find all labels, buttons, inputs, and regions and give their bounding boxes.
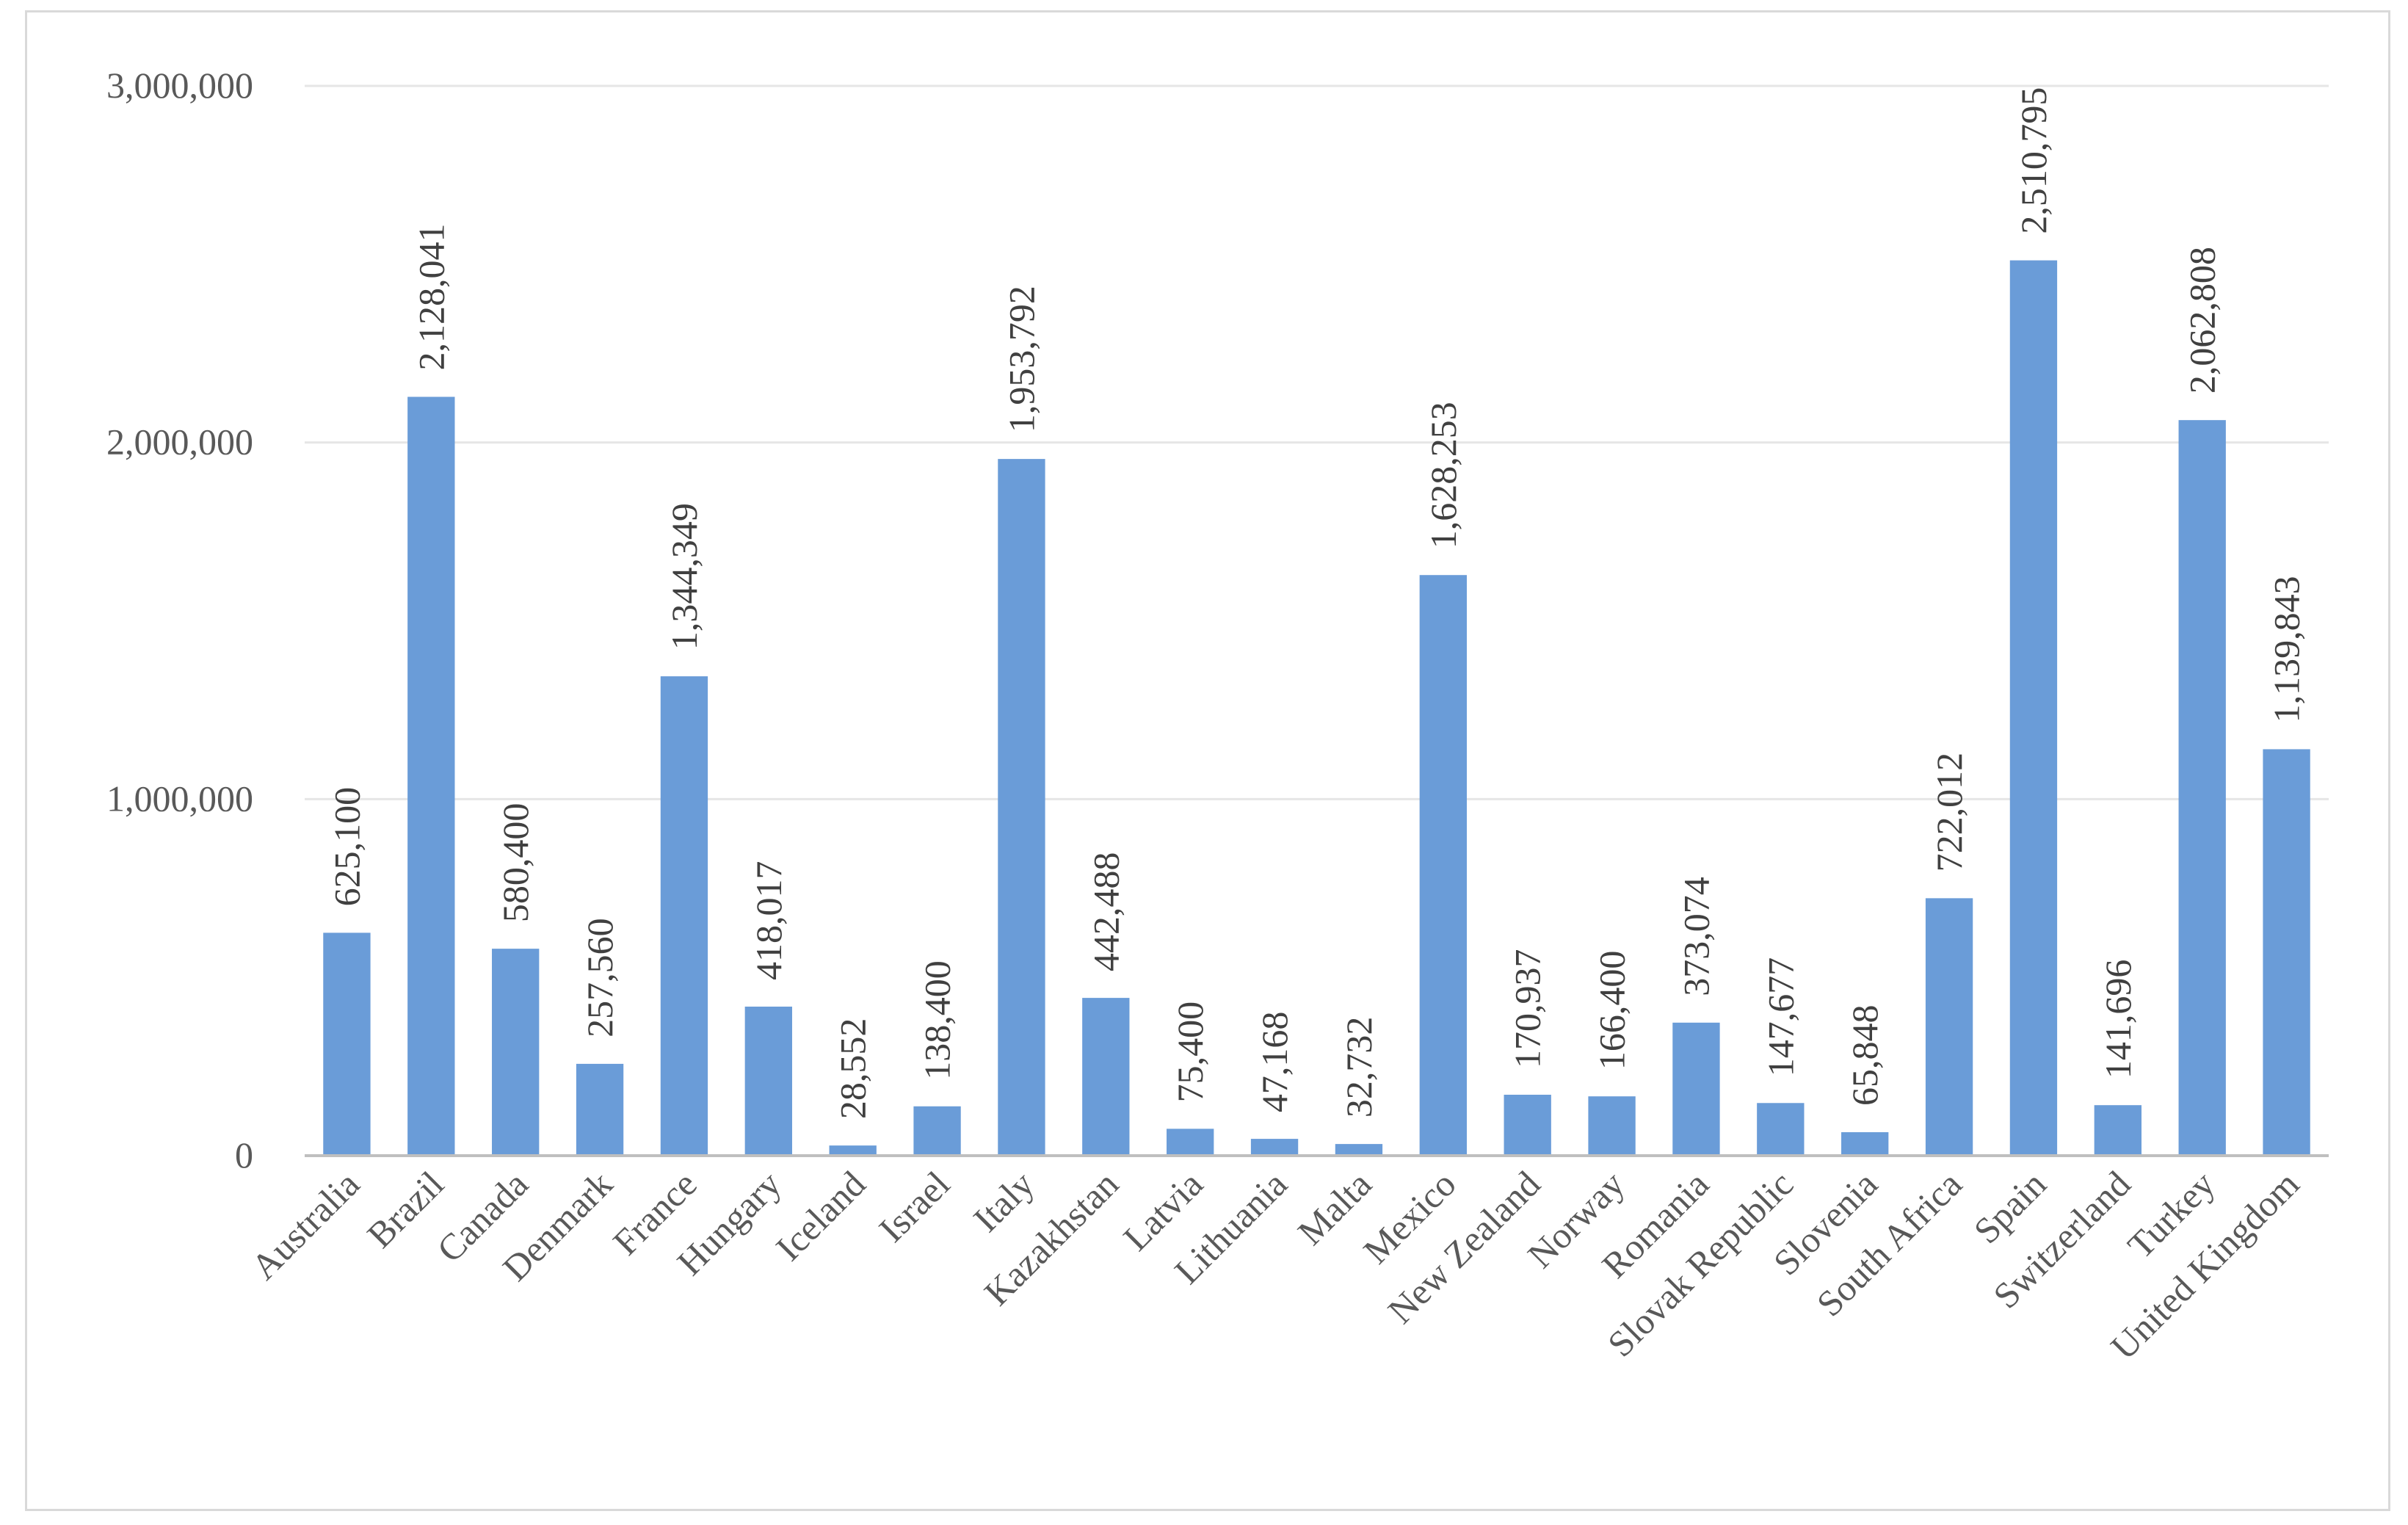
- y-tick-labels: 0 1,000,000 2,000,000 3,000,000: [106, 65, 253, 1176]
- y-tick-label: 0: [235, 1134, 253, 1176]
- data-label: 28,552: [833, 1018, 874, 1120]
- data-label: 625,100: [326, 787, 367, 907]
- bar: [492, 949, 540, 1156]
- bar: [1335, 1144, 1383, 1156]
- data-label: 1,953,792: [1001, 286, 1042, 432]
- data-label: 166,400: [1592, 951, 1633, 1071]
- bar: [323, 932, 371, 1156]
- data-label: 32,732: [1338, 1017, 1379, 1118]
- category-label: Iceland: [768, 1163, 874, 1269]
- data-label: 722,012: [1929, 753, 1970, 872]
- bar: [2009, 260, 2058, 1156]
- data-labels: 625,100 2,128,041 580,400 257,560 1,344,349 4…: [326, 87, 2307, 1120]
- y-tick-label: 1,000,000: [106, 778, 253, 819]
- bar: [1167, 1129, 1214, 1156]
- y-tick-label: 2,000,000: [106, 421, 253, 463]
- bar: [1672, 1022, 1720, 1156]
- data-label: 418,017: [748, 861, 789, 980]
- bar: [998, 459, 1045, 1156]
- category-label: Australia: [243, 1163, 367, 1287]
- bar: [1250, 1139, 1299, 1156]
- category-labels: AustraliaBrazilCanadaDenmarkFranceHungar…: [243, 1163, 2307, 1367]
- data-label: 147,677: [1760, 957, 1801, 1077]
- data-label: 47,168: [1254, 1012, 1295, 1113]
- bar: [744, 1006, 792, 1156]
- category-label: Italy: [965, 1163, 1042, 1239]
- data-label: 1,344,349: [664, 503, 705, 650]
- data-label: 257,560: [579, 918, 620, 1037]
- data-label: 2,510,795: [2013, 87, 2054, 234]
- data-label: 170,937: [1507, 949, 1548, 1068]
- bar: [1504, 1094, 1551, 1156]
- data-label: 442,488: [1085, 852, 1126, 972]
- gridlines: [305, 84, 2329, 800]
- data-label: 141,696: [2097, 960, 2139, 1079]
- bar: [1419, 575, 1467, 1156]
- data-label: 65,848: [1844, 1005, 1885, 1106]
- y-tick-label: 3,000,000: [106, 65, 253, 106]
- bar: [1588, 1096, 1636, 1156]
- bar: [829, 1145, 877, 1156]
- bar: [1757, 1103, 1805, 1156]
- bar: [407, 396, 455, 1156]
- bar: [2178, 420, 2226, 1156]
- data-label: 1,628,253: [1423, 402, 1464, 548]
- bar: [2263, 749, 2310, 1156]
- bar: [913, 1106, 961, 1156]
- data-label: 138,400: [917, 960, 958, 1080]
- data-label: 2,128,041: [410, 223, 452, 370]
- bar: [576, 1063, 624, 1156]
- bar: [660, 676, 708, 1156]
- bar: [2094, 1105, 2142, 1156]
- data-label: 373,074: [1675, 877, 1716, 996]
- bar: [1925, 898, 1973, 1156]
- bars: [323, 260, 2310, 1156]
- bar: [1082, 998, 1130, 1156]
- data-label: 2,062,808: [2182, 247, 2223, 394]
- data-label: 75,400: [1169, 1001, 1211, 1103]
- data-label: 580,400: [495, 803, 536, 923]
- bar: [1841, 1132, 1889, 1156]
- category-label: Israel: [871, 1163, 957, 1250]
- data-label: 1,139,843: [2266, 576, 2307, 722]
